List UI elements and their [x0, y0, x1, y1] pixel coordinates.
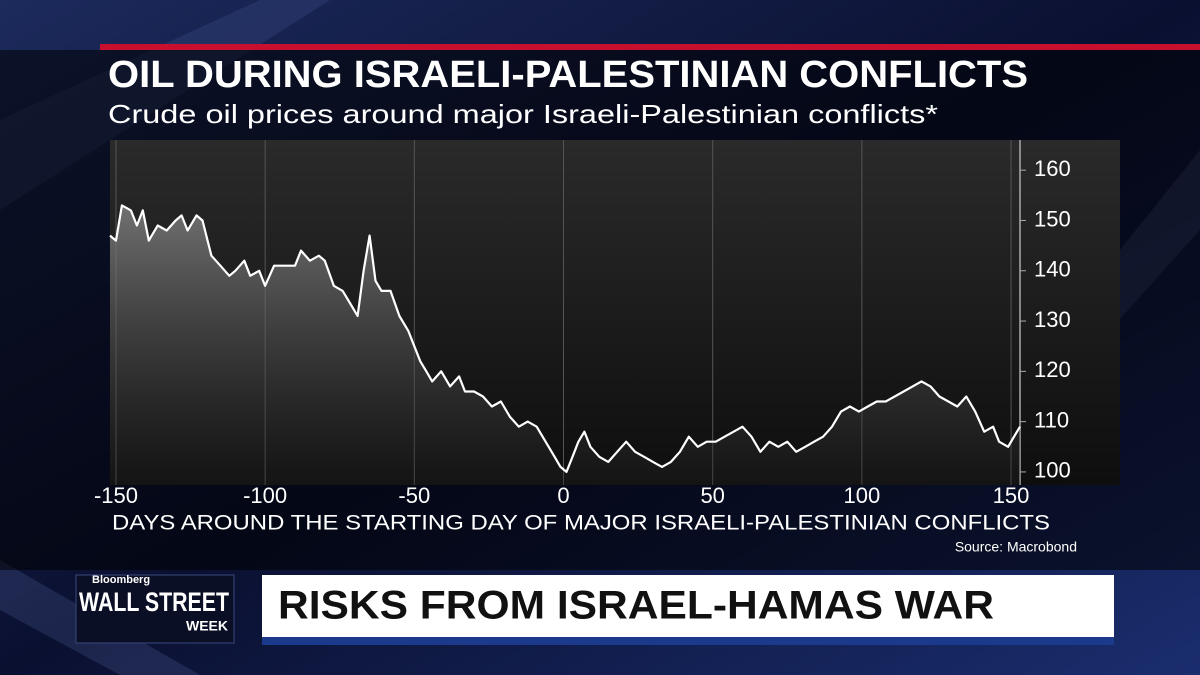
show-suffix: WEEK — [186, 618, 228, 634]
y-tick-label: 150 — [1034, 206, 1071, 231]
y-tick-label: 160 — [1034, 156, 1071, 181]
x-axis-title: DAYS AROUND THE STARTING DAY OF MAJOR IS… — [112, 512, 1050, 535]
x-tick-label: -100 — [243, 483, 287, 508]
x-tick-label: -50 — [398, 483, 430, 508]
chart-title: OIL DURING ISRAELI-PALESTINIAN CONFLICTS — [108, 54, 1028, 96]
show-name: WALL STREET — [79, 587, 229, 617]
y-tick-label: 100 — [1034, 458, 1071, 483]
x-tick-label: 150 — [993, 483, 1030, 508]
brand: Bloomberg — [92, 574, 150, 586]
x-tick-label: 50 — [700, 483, 724, 508]
logo-box — [75, 574, 235, 644]
y-tick-label: 120 — [1034, 357, 1071, 382]
y-tick-label: 140 — [1034, 257, 1071, 282]
x-tick-label: 0 — [557, 483, 569, 508]
chart-subtitle: Crude oil prices around major Israeli-Pa… — [108, 99, 938, 129]
headline: RISKS FROM ISRAEL-HAMAS WAR — [278, 584, 994, 628]
y-tick-label: 110 — [1034, 407, 1069, 432]
x-tick-label: -150 — [94, 483, 138, 508]
area — [110, 205, 1020, 485]
banner-underline — [262, 637, 1114, 645]
line — [109, 204, 1021, 473]
source: Source: Macrobond — [955, 539, 1077, 555]
headline-banner — [262, 575, 1114, 637]
x-tick-label: 100 — [844, 483, 881, 508]
y-tick-label: 130 — [1034, 307, 1071, 332]
red-bar — [100, 44, 1200, 50]
